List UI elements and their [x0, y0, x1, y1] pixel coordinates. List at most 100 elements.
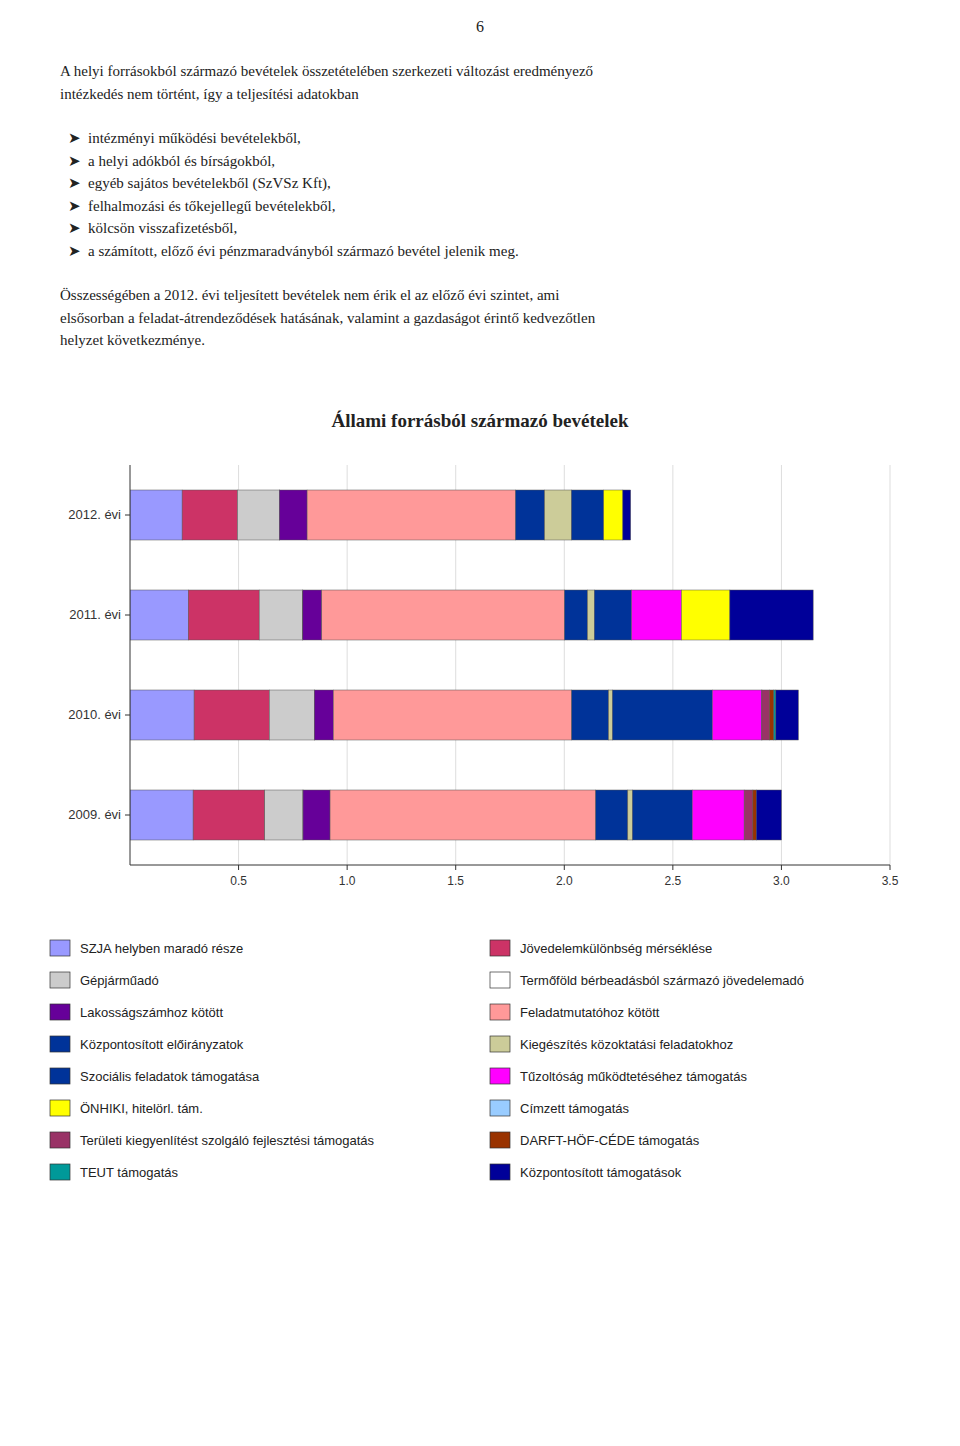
bar-segment: [744, 790, 753, 840]
bar-segment: [130, 590, 188, 640]
legend-label: Szociális feladatok támogatása: [80, 1069, 260, 1084]
bar-segment: [259, 590, 303, 640]
legend-entry: Központosított támogatások: [490, 1164, 682, 1180]
bar-segment: [130, 690, 194, 740]
bar-segment: [265, 790, 303, 840]
bar-segment: [193, 790, 265, 840]
legend-swatch: [50, 1100, 70, 1116]
legend-label: Termőföld bérbeadásból származó jövedele…: [520, 973, 804, 988]
bar-segment: [333, 690, 571, 740]
bar-segment: [269, 690, 314, 740]
paragraph: Összességében a 2012. évi teljesített be…: [60, 284, 900, 352]
bar-segment: [753, 790, 756, 840]
bar-segment: [303, 590, 322, 640]
y-tick-label: 2011. évi: [69, 607, 121, 622]
legend-swatch: [50, 1132, 70, 1148]
text-line: ➤ a számított, előző évi pénzmaradványbó…: [60, 240, 900, 263]
y-tick-label: 2009. évi: [68, 807, 121, 822]
legend-label: Területi kiegyenlítést szolgáló fejleszt…: [80, 1133, 375, 1148]
y-tick-label: 2012. évi: [68, 507, 121, 522]
bar-segment: [623, 490, 631, 540]
legend-swatch: [50, 1164, 70, 1180]
legend-label: DARFT-HÖF-CÉDE támogatás: [520, 1133, 700, 1148]
legend-swatch: [490, 1100, 510, 1116]
bars: [130, 490, 813, 840]
text-line: ➤ kölcsön visszafizetésből,: [60, 217, 900, 240]
text-line: A helyi forrásokból származó bevételek ö…: [60, 60, 900, 83]
chart-title: Állami forrásból származó bevételek: [0, 410, 960, 432]
bar-segment: [238, 490, 280, 540]
legend-entry: DARFT-HÖF-CÉDE támogatás: [490, 1132, 700, 1148]
legend-entry: TEUT támogatás: [50, 1164, 179, 1180]
page: 6A helyi forrásokból származó bevételek …: [0, 0, 960, 1446]
bar-segment: [307, 490, 515, 540]
bar-segment: [322, 590, 565, 640]
bar-segment: [545, 490, 572, 540]
y-tick: [125, 615, 130, 616]
x-tick: [890, 865, 891, 870]
legend-label: Központosított támogatások: [520, 1165, 682, 1180]
bar-segment: [609, 690, 613, 740]
legend-entry: Címzett támogatás: [490, 1100, 630, 1116]
body-text: A helyi forrásokból származó bevételek ö…: [60, 60, 900, 374]
legend-entry: Kiegészítés közoktatási feladatokhoz: [490, 1036, 733, 1052]
legend-entry: Jövedelemkülönbség mérséklése: [490, 940, 712, 956]
legend-label: Címzett támogatás: [520, 1101, 630, 1116]
bar-segment: [188, 590, 259, 640]
text-line: ➤ a helyi adókból és bírságokból,: [60, 150, 900, 173]
bar-segment: [330, 790, 596, 840]
legend-label: Feladatmutatóhoz kötött: [520, 1005, 660, 1020]
bar-segment: [194, 690, 269, 740]
y-tick: [125, 515, 130, 516]
bar-segment: [628, 790, 633, 840]
text-line: elsősorban a feladat-átrendeződések hatá…: [60, 307, 900, 330]
text-line: ➤ felhalmozási és tőkejellegű bevételekb…: [60, 195, 900, 218]
bar-segment: [730, 590, 813, 640]
x-tick-label: 2.0: [556, 874, 573, 888]
legend-entry: SZJA helyben maradó része: [50, 940, 243, 956]
bar-segment: [612, 690, 712, 740]
grid-line: [890, 465, 891, 865]
legend-label: SZJA helyben maradó része: [80, 941, 243, 956]
bar-segment: [182, 490, 237, 540]
text-line: helyzet következménye.: [60, 329, 900, 352]
x-tick-label: 1.5: [447, 874, 464, 888]
legend-entry: Gépjárműadó: [50, 972, 159, 988]
bar-segment: [632, 790, 692, 840]
paragraph: A helyi forrásokból származó bevételek ö…: [60, 60, 900, 105]
paragraph: ➤ intézményi működési bevételekből, ➤ a …: [60, 127, 900, 262]
bar-segment: [314, 690, 333, 740]
y-tick: [125, 815, 130, 816]
legend-entry: Területi kiegyenlítést szolgáló fejleszt…: [50, 1132, 375, 1148]
legend-swatch: [490, 972, 510, 988]
text-line: ➤ egyéb sajátos bevételekből (SzVSz Kft)…: [60, 172, 900, 195]
bar-segment: [692, 790, 744, 840]
x-tick: [238, 865, 239, 870]
legend-swatch: [50, 1036, 70, 1052]
x-tick: [672, 865, 673, 870]
legend-label: Lakosságszámhoz kötött: [80, 1005, 223, 1020]
bar-segment: [596, 790, 628, 840]
legend-entry: Termőföld bérbeadásból származó jövedele…: [490, 972, 804, 988]
legend-entry: Tűzoltóság működtetéséhez támogatás: [490, 1068, 747, 1084]
x-tick-label: 3.0: [773, 874, 790, 888]
legend-entry: Központosított előirányzatok: [50, 1036, 244, 1052]
bar-segment: [588, 590, 595, 640]
legend-entry: Feladatmutatóhoz kötött: [490, 1004, 660, 1020]
legend-entry: Szociális feladatok támogatása: [50, 1068, 260, 1084]
y-axis-line: [130, 465, 131, 865]
legend-label: ÖNHIKI, hitelörl. tám.: [80, 1101, 203, 1116]
bar-segment: [516, 490, 545, 540]
bar-segment: [130, 490, 182, 540]
bar-segment: [762, 690, 770, 740]
x-tick-label: 3.5: [882, 874, 899, 888]
bar-segment: [594, 590, 631, 640]
axes: 0.51.01.52.02.53.03.52009. évi2010. évi2…: [68, 465, 898, 888]
legend-swatch: [490, 1132, 510, 1148]
x-tick-label: 2.5: [665, 874, 682, 888]
chart: 0.51.01.52.02.53.03.52009. évi2010. évi2…: [30, 445, 930, 905]
legend-swatch: [490, 1036, 510, 1052]
bar-segment: [712, 690, 761, 740]
legend-swatch: [490, 1004, 510, 1020]
bar-segment: [130, 790, 193, 840]
